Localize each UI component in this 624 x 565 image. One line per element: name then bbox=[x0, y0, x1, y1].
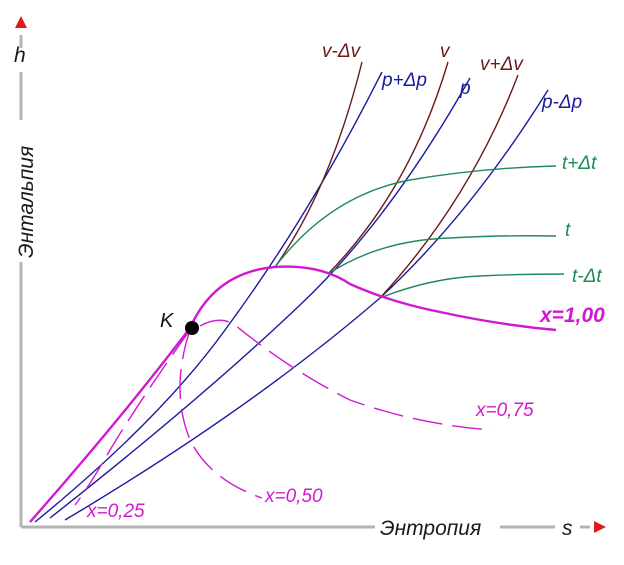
dryness-label-x025: x=0,25 bbox=[86, 501, 145, 522]
y-axis-arrow-icon bbox=[15, 16, 27, 28]
isobar-p-plus bbox=[34, 71, 383, 523]
isotherm-label-t-minus: t-Δt bbox=[572, 266, 602, 287]
isochore-v-plus bbox=[379, 74, 519, 299]
critical-point-label: K bbox=[160, 310, 175, 332]
dryness-label-x075: x=0,75 bbox=[475, 400, 534, 421]
dryness-label-x050: x=0,50 bbox=[264, 486, 323, 507]
isochore-label-v-minus: v-Δv bbox=[322, 41, 362, 62]
dryness-line-x025 bbox=[74, 329, 191, 506]
dryness-label-x100: x=1,00 bbox=[539, 304, 605, 327]
isobar-p bbox=[49, 77, 471, 519]
isobars bbox=[34, 71, 549, 523]
axes: h Энтальпия Энтропия s bbox=[14, 16, 606, 540]
isochore-label-v-plus: v+Δv bbox=[480, 54, 524, 75]
isochore-v-minus bbox=[274, 61, 363, 268]
y-axis-label: Энтальпия bbox=[15, 146, 38, 258]
isobar-label-p-minus: p-Δp bbox=[541, 92, 582, 113]
saturation-curve-x100 bbox=[29, 265, 557, 523]
isotherm-t-plus bbox=[274, 165, 557, 268]
isobar-p-minus bbox=[64, 89, 549, 521]
dryness-line-x050 bbox=[179, 329, 263, 499]
isobar-label-p: p bbox=[459, 78, 471, 99]
isotherm-label-t-plus: t+Δt bbox=[562, 153, 597, 174]
x-axis-label: Энтропия bbox=[380, 517, 481, 540]
isotherm-t-minus bbox=[379, 273, 565, 299]
isochore-label-v: v bbox=[440, 41, 451, 62]
isobar-label-p-plus: p+Δp bbox=[381, 70, 427, 91]
y-axis-symbol: h bbox=[14, 44, 26, 67]
isotherm-t bbox=[327, 235, 557, 275]
isochore-v bbox=[327, 61, 449, 275]
isotherms bbox=[274, 165, 565, 299]
isotherm-label-t: t bbox=[565, 220, 571, 241]
critical-point-marker bbox=[185, 321, 199, 335]
x-axis-symbol: s bbox=[562, 517, 573, 540]
dryness-line-x075 bbox=[199, 319, 493, 431]
saturation-lines bbox=[29, 265, 557, 523]
isochores bbox=[274, 61, 519, 299]
x-axis-arrow-icon bbox=[594, 521, 606, 533]
